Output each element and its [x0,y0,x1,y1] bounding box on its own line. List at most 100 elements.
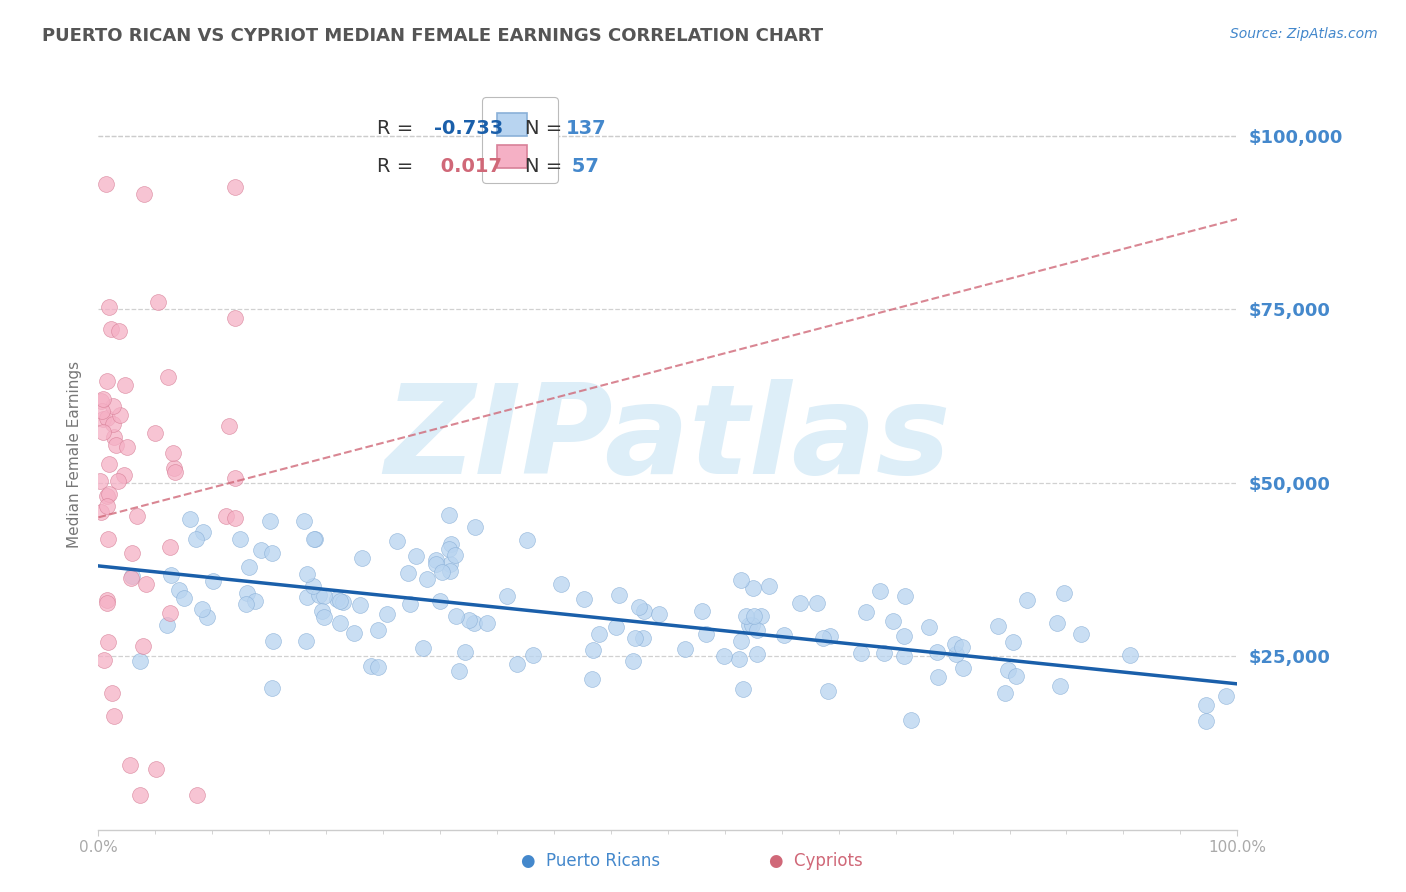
Point [1001,635,1024,649]
Point [100,322,122,336]
Point [463,615,485,630]
Point [101,417,124,432]
Point [352,550,374,565]
Point [730,634,752,648]
Point [430,565,453,579]
Point [229,532,252,546]
Point [713,649,735,664]
Point [162,446,184,460]
Point [475,615,498,630]
Point [1053,585,1076,599]
Point [97,635,120,649]
Point [811,631,834,645]
Point [624,631,647,645]
Point [91,392,114,407]
Point [735,609,758,624]
Point [994,686,1017,700]
Point [96,596,118,610]
Point [329,594,352,608]
Text: ●  Puerto Ricans: ● Puerto Ricans [522,852,659,870]
Text: R =: R = [377,157,420,176]
Point [607,588,630,602]
Point [235,598,257,612]
Point [742,581,765,595]
Point [108,409,131,423]
Point [90,393,112,408]
Point [236,585,259,599]
Point [314,610,336,624]
Point [295,590,318,604]
Point [160,568,183,582]
Point [259,514,281,528]
Point [108,324,131,338]
Point [1070,627,1092,641]
Point [987,619,1010,633]
Point [758,579,780,593]
Point [101,686,124,700]
Text: 57: 57 [565,157,599,176]
Point [343,625,366,640]
Point [295,567,318,582]
Point [581,672,603,686]
Point [96,410,118,425]
Point [396,566,419,581]
Legend: , : , [482,97,558,183]
Point [952,661,974,675]
Point [250,542,273,557]
Text: N =: N = [526,120,569,138]
Point [238,560,260,574]
Point [120,571,142,585]
Point [114,378,136,392]
Point [163,461,186,475]
Point [1195,714,1218,729]
Point [1119,648,1142,663]
Point [893,629,915,643]
Point [439,565,461,579]
Point [224,311,246,326]
Point [134,186,156,201]
Point [1049,679,1071,693]
Point [112,467,135,482]
Point [806,596,828,610]
Point [262,546,284,560]
Point [179,512,201,526]
Point [159,541,181,555]
Point [128,654,150,668]
Point [1046,616,1069,631]
Point [673,642,696,657]
Point [115,440,138,454]
Point [425,553,447,567]
Point [633,604,655,618]
Point [302,532,325,546]
Point [96,593,118,607]
Point [91,412,114,426]
Text: 137: 137 [565,120,606,138]
Point [605,620,627,634]
Point [453,644,475,658]
Point [101,399,124,413]
Point [496,589,519,603]
Point [439,557,461,571]
Point [506,657,529,672]
Point [444,608,467,623]
Point [927,670,949,684]
Point [588,627,610,641]
Point [741,617,763,632]
Point [157,369,180,384]
Text: ●  Cypriots: ● Cypriots [769,852,862,870]
Point [90,505,112,519]
Point [516,533,538,547]
Text: 0.017: 0.017 [434,157,502,176]
Point [155,618,177,632]
Point [103,430,125,444]
Point [627,600,650,615]
Point [425,558,447,572]
Point [731,682,754,697]
Point [329,616,352,631]
Point [997,663,1019,677]
Point [437,542,460,557]
Point [745,647,768,661]
Point [918,620,941,634]
Point [325,592,347,607]
Point [143,426,166,441]
